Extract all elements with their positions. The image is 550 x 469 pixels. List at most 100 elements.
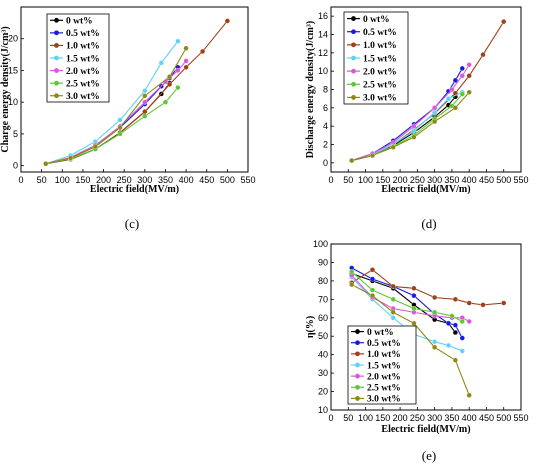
data-point <box>369 287 376 293</box>
legend-label: 2.5 wt% <box>66 79 100 89</box>
data-point <box>369 152 376 159</box>
y-tick-label: 16 <box>318 11 328 21</box>
x-tick-label: 100 <box>358 175 373 185</box>
data-point <box>175 67 181 74</box>
legend-label: 1.5 wt% <box>367 361 401 371</box>
y-tick-label: 4 <box>323 121 328 131</box>
legend-swatch-marker <box>351 16 356 21</box>
data-point <box>432 109 438 115</box>
y-tick-label: 70 <box>318 294 328 304</box>
x-tick-label: 350 <box>444 175 459 185</box>
data-point <box>390 296 396 302</box>
y-tick-label: 60 <box>318 313 328 323</box>
x-tick-label: 50 <box>37 175 47 185</box>
x-tick-label: 0 <box>328 413 333 423</box>
legend-label: 0 wt% <box>367 328 394 338</box>
y-tick-label: 12 <box>318 48 328 58</box>
legend-swatch-marker <box>351 68 356 74</box>
data-point <box>349 269 355 275</box>
y-tick-label: 14 <box>318 30 328 40</box>
data-point <box>158 60 164 66</box>
series-line-0wt <box>351 96 456 162</box>
panel-label: (e) <box>422 448 436 463</box>
legend-swatch-marker <box>54 55 59 61</box>
legend: 0 wt%0.5 wt%1.0 wt%1.5 wt%2.0 wt%2.5 wt%… <box>343 11 409 105</box>
x-tick-label: 300 <box>137 175 152 185</box>
data-point <box>445 320 452 326</box>
data-point <box>452 329 458 336</box>
x-tick-label: 400 <box>462 413 477 423</box>
data-point <box>411 134 417 140</box>
data-point <box>466 392 472 398</box>
x-tick-label: 400 <box>179 175 194 185</box>
y-tick-label: 0 <box>13 161 18 171</box>
legend-label: 2.5 wt% <box>363 81 397 91</box>
data-point <box>167 81 173 87</box>
legend-label: 2.0 wt% <box>66 67 100 77</box>
legend-swatch-marker <box>54 17 59 23</box>
data-point <box>224 18 230 24</box>
data-point <box>452 322 458 328</box>
data-point <box>183 58 189 64</box>
data-point <box>167 74 173 80</box>
legend-label: 2.0 wt% <box>367 372 401 382</box>
data-point <box>411 123 417 129</box>
legend-swatch-marker <box>351 55 356 61</box>
x-tick-label: 300 <box>427 175 442 185</box>
data-point <box>459 65 465 71</box>
legend-label: 2.0 wt% <box>363 67 397 77</box>
data-point <box>142 113 148 119</box>
y-tick-label: 90 <box>318 257 328 267</box>
data-point <box>390 309 396 315</box>
data-point <box>432 309 438 315</box>
x-tick-label: 400 <box>462 175 477 185</box>
data-point <box>183 64 189 70</box>
legend: 0 wt%0.5 wt%1.0 wt%1.5 wt%2.0 wt%2.5 wt%… <box>46 13 110 103</box>
y-tick-label: 40 <box>318 350 328 360</box>
data-point <box>445 96 452 102</box>
x-tick-label: 500 <box>496 175 511 185</box>
data-point <box>432 294 438 301</box>
data-point <box>117 131 123 137</box>
panel-label: (d) <box>421 216 436 231</box>
data-point <box>480 302 486 308</box>
legend-swatch-marker <box>54 30 59 36</box>
y-tick-label: 10 <box>318 405 328 415</box>
legend-swatch-marker <box>355 373 360 379</box>
legend-label: 3.0 wt% <box>367 395 401 405</box>
x-tick-label: 100 <box>358 413 373 423</box>
y-tick-label: 30 <box>318 368 328 378</box>
legend: 0 wt%0.5 wt%1.0 wt%1.5 wt%2.0 wt%2.5 wt%… <box>347 325 417 405</box>
x-tick-label: 300 <box>427 413 442 423</box>
y-tick-label: 2 <box>323 140 328 150</box>
data-point <box>466 300 472 306</box>
legend-swatch-marker <box>355 362 360 368</box>
x-axis-label: Electric field(MV/m) <box>90 184 179 195</box>
x-tick-label: 550 <box>513 175 528 185</box>
data-point <box>411 285 417 291</box>
legend-label: 2.5 wt% <box>367 384 401 394</box>
data-point <box>432 339 438 345</box>
y-tick-label: 100 <box>313 239 328 249</box>
data-point <box>449 86 455 93</box>
legend-swatch-marker <box>54 68 59 73</box>
legend-label: 1.0 wt% <box>367 350 401 360</box>
data-point <box>411 293 417 299</box>
data-point <box>449 313 455 319</box>
data-point <box>466 62 472 68</box>
y-tick-label: 0 <box>323 158 328 168</box>
chart-panel-c: 0 50 100 150 200 250 300 350 400 450 500 550 0 5 10 15 2… <box>0 6 256 231</box>
data-point <box>501 19 507 25</box>
legend-swatch-marker <box>355 340 360 346</box>
x-tick-label: 50 <box>343 413 353 423</box>
data-point <box>459 318 465 325</box>
data-point <box>432 105 438 111</box>
data-point <box>142 99 148 105</box>
data-point <box>459 91 465 97</box>
data-point <box>432 119 438 125</box>
chart-panel-e: 0 50 100 150 200 250 300 350 400 450 500 5501020304… <box>305 239 529 463</box>
x-tick-label: 100 <box>55 175 70 185</box>
data-point <box>175 38 181 44</box>
data-point <box>369 276 376 282</box>
data-point <box>501 300 507 306</box>
